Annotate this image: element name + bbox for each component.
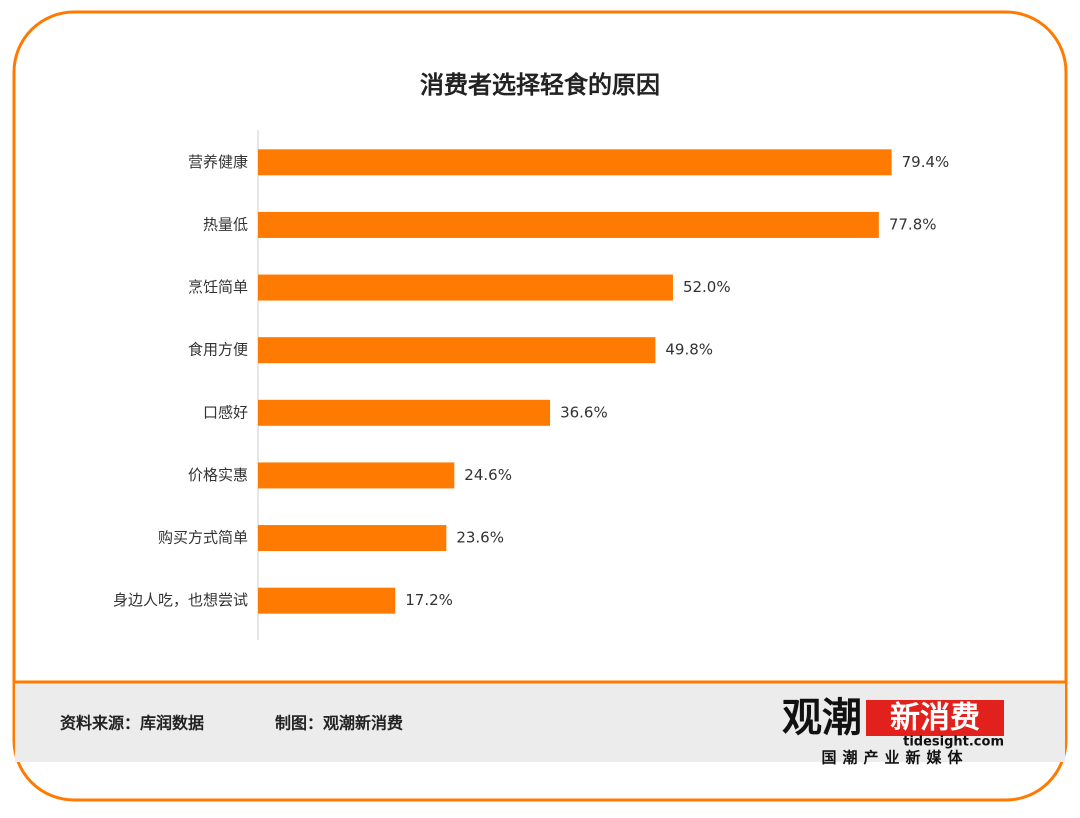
value-label: 49.8%	[665, 341, 713, 359]
value-label: 24.6%	[464, 466, 512, 484]
bar	[258, 399, 551, 426]
y-tick-label: 身边人吃，也想尝试	[113, 591, 248, 609]
bar	[258, 462, 455, 489]
bar	[258, 274, 673, 301]
bar	[258, 337, 656, 364]
y-tick-label: 口感好	[203, 403, 248, 421]
value-label: 23.6%	[456, 529, 504, 547]
logo-name: 观潮	[782, 695, 862, 741]
logo-url: tidesight.com	[903, 735, 1004, 750]
logo-box	[866, 700, 1004, 736]
bar	[258, 211, 879, 238]
value-label: 77.8%	[889, 215, 937, 233]
bar	[258, 149, 892, 176]
y-tick-label: 烹饪简单	[188, 278, 248, 296]
logo-name: 新消费	[890, 701, 980, 736]
credit: 制图：观潮新消费	[275, 714, 403, 733]
logo-tagline: 国潮产业新媒体	[821, 749, 968, 767]
value-label: 52.0%	[683, 278, 731, 296]
bar	[258, 587, 396, 614]
value-label: 79.4%	[902, 153, 950, 171]
y-tick-label: 热量低	[203, 215, 248, 233]
y-tick-label: 价格实惠	[188, 466, 248, 484]
value-label: 17.2%	[405, 591, 453, 609]
frame	[12, 10, 1068, 802]
y-tick-label: 购买方式简单	[158, 529, 248, 547]
source: 资料来源：库润数据	[60, 714, 204, 733]
value-label: 36.6%	[560, 403, 608, 421]
chart-title: 消费者选择轻食的原因	[420, 71, 660, 99]
bar	[258, 525, 447, 552]
y-tick-label: 营养健康	[188, 153, 248, 171]
y-tick-label: 食用方便	[188, 341, 248, 359]
